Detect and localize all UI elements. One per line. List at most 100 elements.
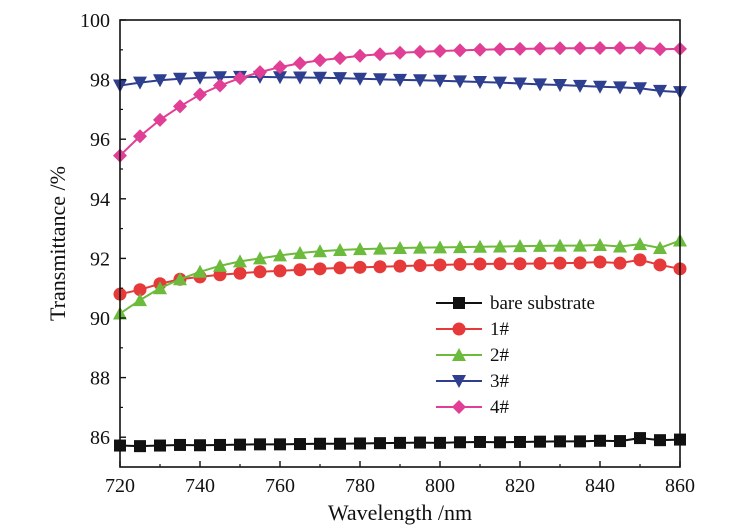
data-point xyxy=(413,240,427,254)
data-point xyxy=(433,258,447,272)
x-tick-label: 820 xyxy=(505,475,535,497)
legend-marker xyxy=(452,322,466,336)
data-point xyxy=(254,438,266,451)
data-point xyxy=(453,75,467,89)
data-point xyxy=(573,238,587,252)
data-point xyxy=(174,438,186,451)
data-point xyxy=(213,258,227,272)
data-point xyxy=(294,438,306,451)
y-tick-label: 88 xyxy=(90,368,110,390)
data-point xyxy=(313,262,327,276)
data-point xyxy=(394,436,406,449)
legend-item: bare substrate xyxy=(436,293,595,314)
data-point xyxy=(313,244,327,258)
legend-item: 1# xyxy=(436,319,510,340)
data-point xyxy=(493,76,507,90)
data-point xyxy=(493,239,507,253)
data-point xyxy=(613,41,627,56)
data-point xyxy=(334,437,346,450)
data-point xyxy=(393,259,407,273)
data-point xyxy=(474,435,486,448)
data-point xyxy=(393,73,407,87)
data-point xyxy=(613,81,627,95)
x-tick-label: 780 xyxy=(345,475,375,497)
data-point xyxy=(633,237,647,251)
plot-area xyxy=(113,40,687,453)
series-4 xyxy=(113,40,687,163)
axes: 720 740 760 780 800 820 840 860 86 88 90 92 94 96 98 10… xyxy=(80,10,695,497)
legend-marker xyxy=(452,375,466,388)
data-point xyxy=(193,71,207,85)
data-point xyxy=(273,60,287,75)
y-tick-label: 86 xyxy=(90,427,110,449)
data-point xyxy=(533,238,547,252)
legend-item: 4# xyxy=(436,397,510,418)
data-point xyxy=(573,256,587,270)
data-point xyxy=(153,74,167,88)
data-point xyxy=(293,56,307,71)
series-0 xyxy=(114,432,686,453)
data-point xyxy=(193,264,207,278)
data-point xyxy=(274,438,286,451)
data-point xyxy=(214,438,226,451)
data-point xyxy=(333,72,347,86)
data-point xyxy=(473,239,487,253)
data-point xyxy=(253,265,267,279)
data-point xyxy=(553,78,567,92)
legend-label: 3# xyxy=(490,371,510,392)
data-point xyxy=(574,435,586,448)
data-point xyxy=(553,41,567,56)
y-tick-label: 100 xyxy=(80,10,110,32)
data-point xyxy=(633,253,647,267)
data-point xyxy=(293,71,307,85)
data-point xyxy=(133,129,147,144)
data-point xyxy=(513,257,527,271)
series-3 xyxy=(113,70,687,100)
data-point xyxy=(173,72,187,86)
x-tick-label: 760 xyxy=(265,475,295,497)
legend-label: bare substrate xyxy=(490,293,595,314)
legend-label: 4# xyxy=(490,397,510,418)
data-point xyxy=(494,436,506,449)
data-point xyxy=(493,42,507,57)
data-point xyxy=(533,78,547,92)
data-point xyxy=(353,242,367,256)
x-tick-label: 800 xyxy=(425,475,455,497)
data-point xyxy=(133,293,147,307)
data-point xyxy=(373,260,387,274)
data-point xyxy=(594,434,606,447)
data-point xyxy=(613,239,627,253)
data-point xyxy=(373,241,387,255)
y-axis-title: Transmittance /% xyxy=(45,166,70,321)
data-point xyxy=(554,435,566,448)
data-point xyxy=(354,437,366,450)
data-point xyxy=(473,75,487,89)
data-point xyxy=(453,257,467,271)
data-point xyxy=(233,266,247,280)
legend-marker xyxy=(453,297,465,309)
data-point xyxy=(353,72,367,86)
data-point xyxy=(453,43,467,58)
data-point xyxy=(573,41,587,56)
data-point xyxy=(153,112,167,127)
data-point xyxy=(413,44,427,59)
data-point xyxy=(333,261,347,275)
data-point xyxy=(153,281,167,295)
series-line xyxy=(119,46,681,157)
data-point xyxy=(513,239,527,253)
data-point xyxy=(353,48,367,63)
data-point xyxy=(534,435,546,448)
data-point xyxy=(373,47,387,62)
data-point xyxy=(513,41,527,56)
data-point xyxy=(353,260,367,274)
data-point xyxy=(273,248,287,262)
data-point xyxy=(194,439,206,452)
data-point xyxy=(493,257,507,271)
data-point xyxy=(473,257,487,271)
y-tick-label: 92 xyxy=(90,248,110,270)
y-tick-label: 96 xyxy=(90,129,110,151)
legend-label: 2# xyxy=(490,345,510,366)
data-point xyxy=(653,240,667,254)
data-point xyxy=(173,99,187,114)
